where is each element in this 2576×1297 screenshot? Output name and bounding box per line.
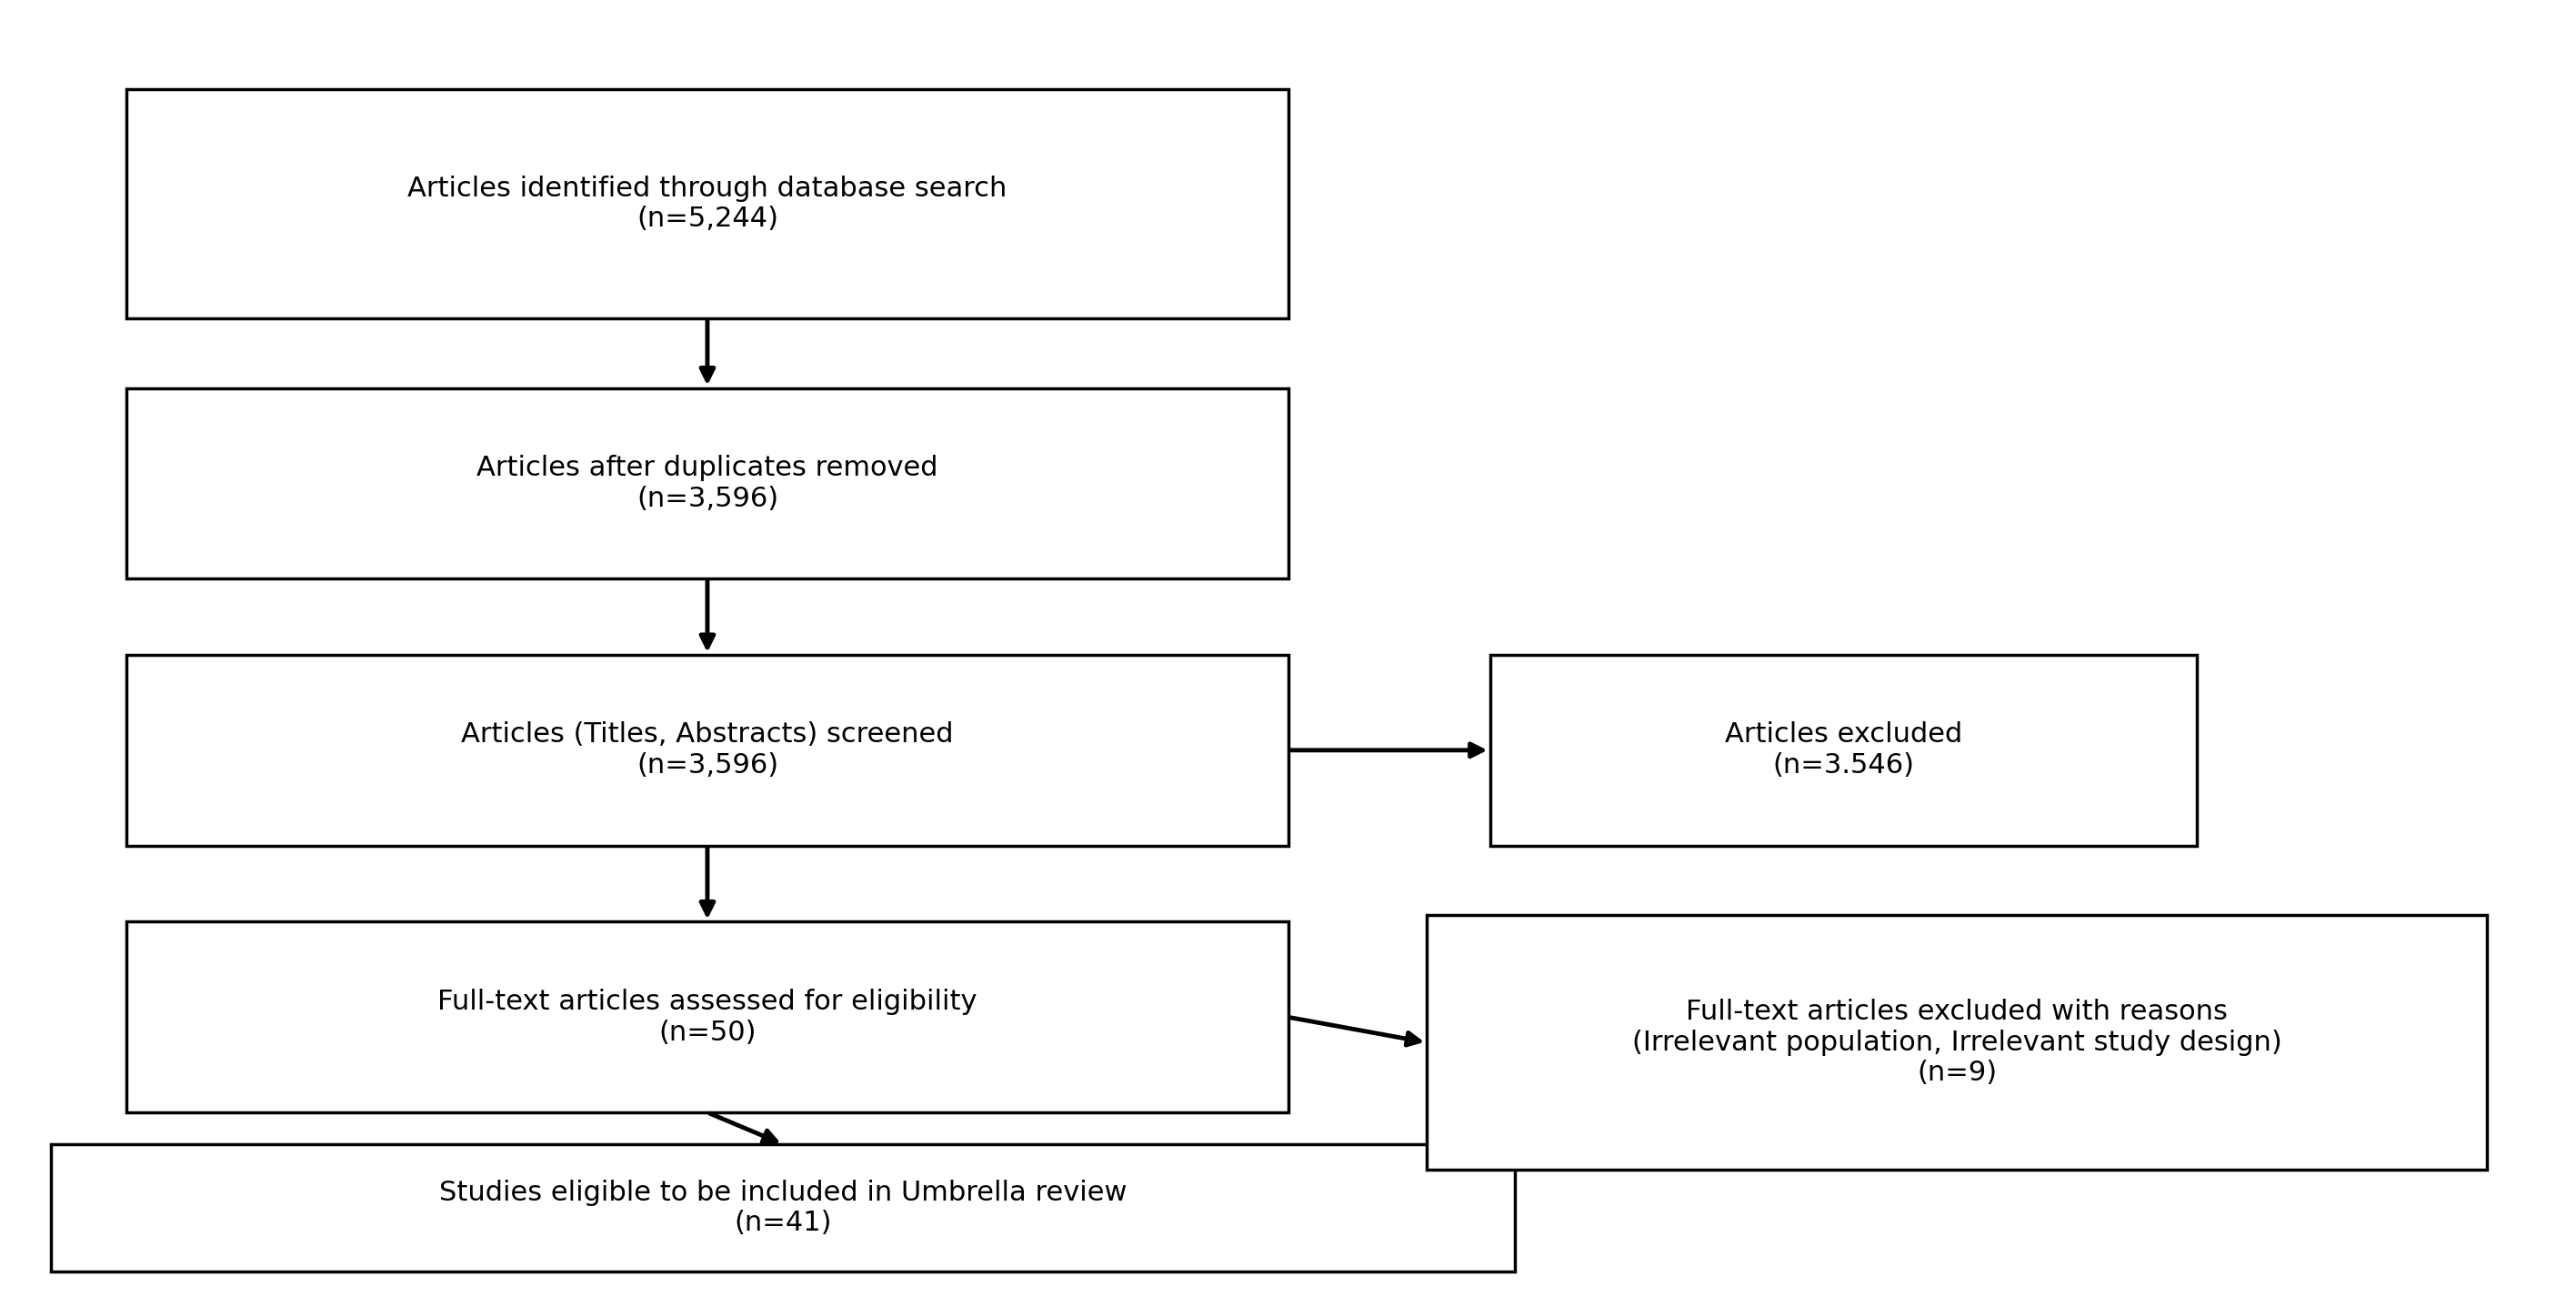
FancyBboxPatch shape [126,922,1288,1113]
FancyBboxPatch shape [126,655,1288,846]
Text: Articles (Titles, Abstracts) screened
(n=3,596): Articles (Titles, Abstracts) screened (n… [461,721,953,778]
Text: Full-text articles excluded with reasons
(Irrelevant population, Irrelevant stud: Full-text articles excluded with reasons… [1633,999,2282,1087]
Text: Full-text articles assessed for eligibility
(n=50): Full-text articles assessed for eligibil… [438,988,976,1045]
Text: Articles after duplicates removed
(n=3,596): Articles after duplicates removed (n=3,5… [477,455,938,512]
Text: Articles identified through database search
(n=5,244): Articles identified through database sea… [407,175,1007,232]
Text: Articles excluded
(n=3.546): Articles excluded (n=3.546) [1723,721,1963,778]
Text: Studies eligible to be included in Umbrella review
(n=41): Studies eligible to be included in Umbre… [438,1179,1128,1236]
FancyBboxPatch shape [1489,655,2197,846]
FancyBboxPatch shape [126,89,1288,318]
FancyBboxPatch shape [1427,916,2488,1170]
FancyBboxPatch shape [52,1144,1515,1271]
FancyBboxPatch shape [126,388,1288,578]
